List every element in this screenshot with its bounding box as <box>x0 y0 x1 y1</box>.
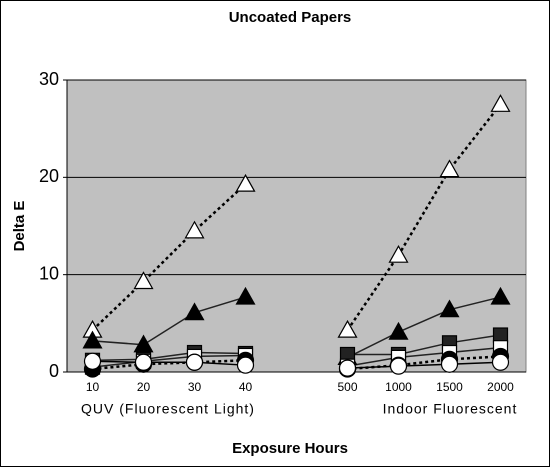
x-tick-label: 500 <box>337 380 357 394</box>
y-tick-label: 0 <box>49 361 59 381</box>
marker <box>490 94 511 112</box>
x-axis-label: Exposure Hours <box>232 440 348 457</box>
marker <box>388 321 409 340</box>
marker <box>236 356 255 374</box>
marker <box>133 334 154 353</box>
series-line <box>346 103 502 331</box>
series-line <box>347 346 501 367</box>
series-line <box>92 351 246 362</box>
marker <box>134 353 153 371</box>
marker <box>492 327 509 343</box>
marker <box>185 353 204 371</box>
series-line <box>347 334 501 356</box>
marker <box>439 159 460 178</box>
marker <box>440 355 459 373</box>
marker <box>235 173 256 192</box>
marker <box>337 319 358 338</box>
series-line <box>92 296 246 346</box>
y-axis-label: Delta E <box>11 201 28 252</box>
series-line <box>92 354 246 368</box>
marker <box>439 299 460 318</box>
marker <box>491 353 510 371</box>
marker <box>389 357 408 375</box>
series-line <box>91 183 247 332</box>
marker <box>235 286 256 305</box>
x-tick-label: 40 <box>239 380 253 394</box>
y-tick-label: 20 <box>39 166 59 186</box>
x-tick-label: 30 <box>188 380 202 394</box>
marker <box>490 286 511 305</box>
series-line <box>347 296 501 359</box>
group-label: QUV (Fluorescent Light) <box>81 401 255 417</box>
marker <box>83 352 102 370</box>
series-line <box>92 360 246 366</box>
x-tick-label: 10 <box>86 380 100 394</box>
series-line <box>347 361 501 369</box>
marker <box>388 244 409 263</box>
marker <box>82 330 103 349</box>
marker <box>184 302 205 321</box>
y-tick-label: 10 <box>39 263 59 283</box>
x-tick-label: 2000 <box>487 380 514 394</box>
x-tick-label: 20 <box>137 380 151 394</box>
marker <box>338 359 357 377</box>
group-label: Indoor Fluorescent <box>383 401 518 417</box>
marker <box>184 220 205 239</box>
x-tick-label: 1500 <box>436 380 463 394</box>
y-tick-label: 30 <box>39 69 59 89</box>
chart-title: Uncoated Papers <box>229 9 352 26</box>
marker <box>133 271 154 290</box>
plot-area <box>66 79 527 373</box>
series-line <box>92 359 246 371</box>
x-tick-label: 1000 <box>385 380 412 394</box>
